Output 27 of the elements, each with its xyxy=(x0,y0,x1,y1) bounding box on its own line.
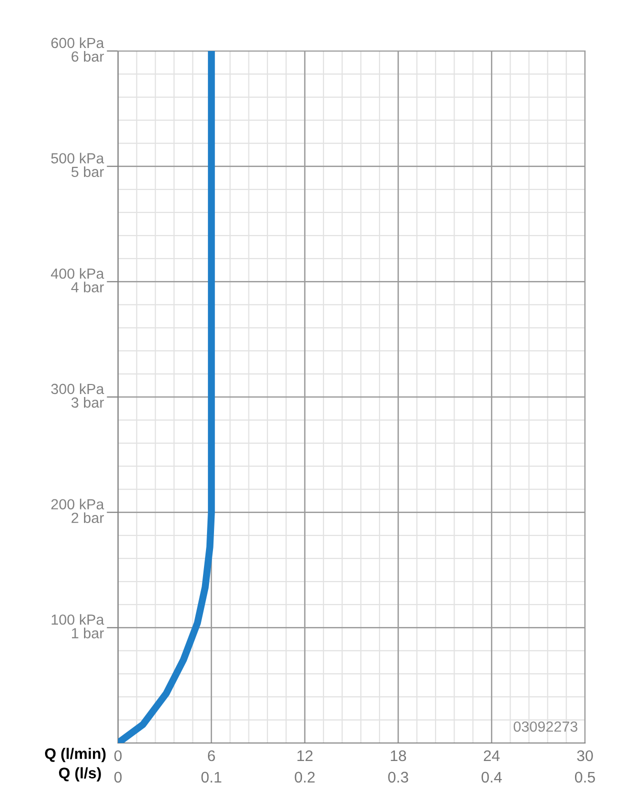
x-tick-label: 30 xyxy=(577,750,593,762)
y-tick-label: 100 kPa xyxy=(52,614,104,625)
x2-axis-title: Q (l/s) xyxy=(58,767,101,782)
x-axis-title: Q (l/min) xyxy=(45,748,106,762)
y2-tick-label: 6 bar xyxy=(72,51,104,62)
x-tick-label: 6 xyxy=(208,750,215,762)
annotation: 03092273 xyxy=(514,721,578,732)
y-tick-label: 200 kPa xyxy=(51,498,104,510)
y2-tick-label: 5 bar xyxy=(71,166,104,178)
x2-tick-label: 0.5 xyxy=(574,772,595,783)
x2-tick-label: 0.3 xyxy=(388,772,408,783)
y2-tick-label: 1 bar xyxy=(72,628,104,638)
x2-tick-label: 0.4 xyxy=(482,772,502,783)
y-tick-label: 500 kPa xyxy=(51,152,104,164)
x2-tick-label: 0.1 xyxy=(201,772,222,783)
y2-tick-label: 2 bar xyxy=(72,512,104,524)
x2-tick-label: 0 xyxy=(114,772,122,783)
y-tick-label: 400 kPa xyxy=(50,268,104,279)
y-tick-label: 600 kPa xyxy=(51,37,104,48)
x2-tick-label: 0.2 xyxy=(294,772,315,783)
x-tick-label: 18 xyxy=(390,750,406,762)
x-tick-label: 0 xyxy=(114,750,122,762)
y2-tick-label: 4 bar xyxy=(71,282,104,292)
y-tick-label: 300 kPa xyxy=(51,383,104,394)
x-tick-label: 24 xyxy=(484,750,500,762)
x-tick-label: 12 xyxy=(297,750,313,762)
y2-tick-label: 3 bar xyxy=(71,397,104,408)
